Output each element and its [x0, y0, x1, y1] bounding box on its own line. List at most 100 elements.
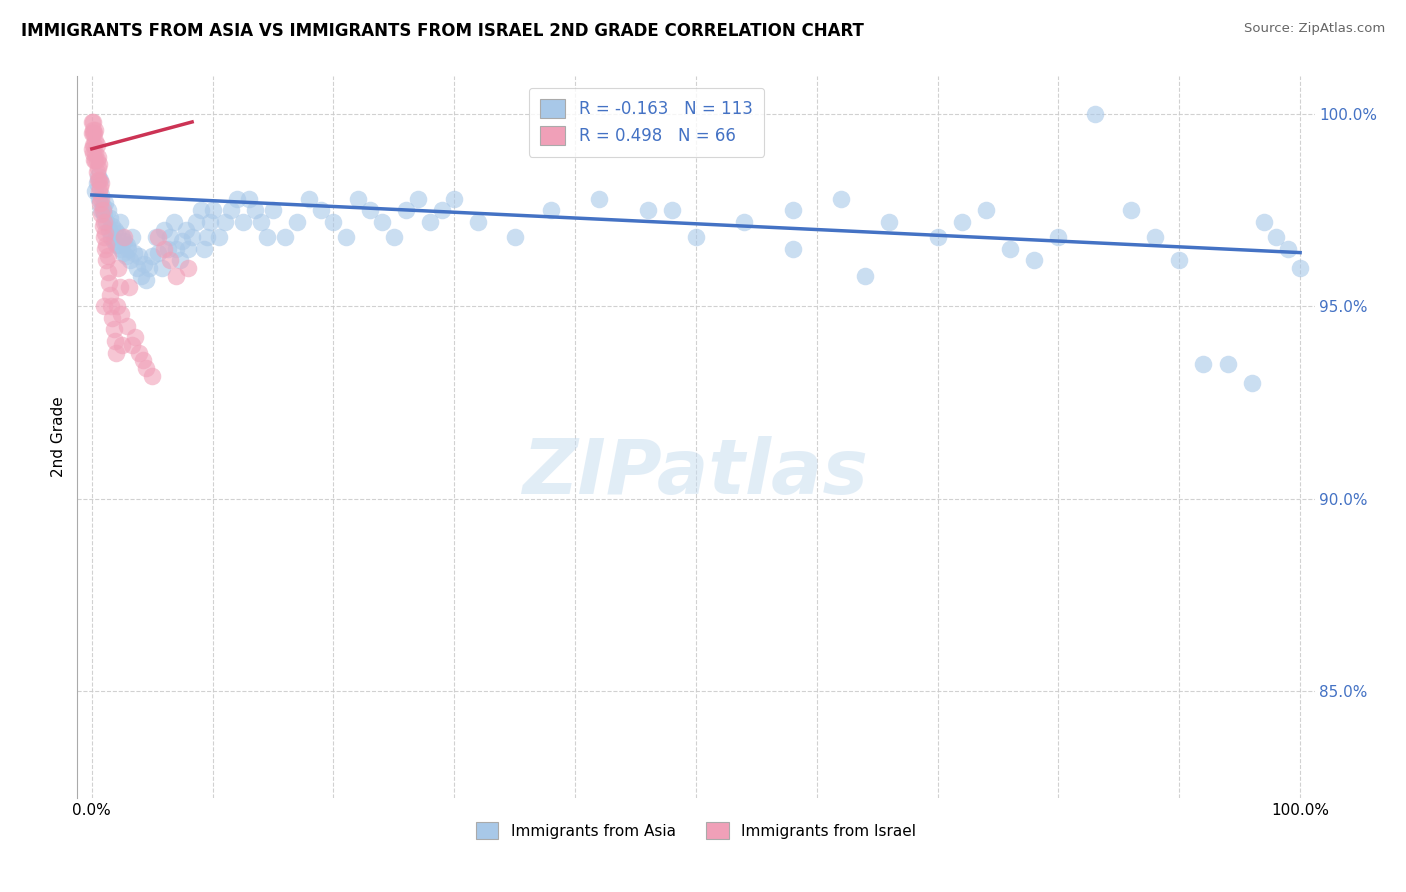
Point — [128, 345, 150, 359]
Point — [125, 260, 148, 275]
Point — [82, 122, 104, 136]
Point — [110, 242, 132, 256]
Point — [1047, 230, 1070, 244]
Point — [117, 242, 139, 256]
Point — [243, 203, 266, 218]
Point — [87, 149, 110, 163]
Point — [1084, 107, 1107, 121]
Point — [131, 268, 153, 283]
Point — [87, 172, 110, 186]
Point — [1216, 357, 1239, 371]
Point — [93, 300, 115, 314]
Point — [1265, 230, 1288, 244]
Point — [90, 188, 112, 202]
Point — [132, 257, 155, 271]
Point — [298, 192, 321, 206]
Point — [86, 165, 108, 179]
Point — [156, 242, 179, 256]
Point — [98, 288, 121, 302]
Point — [165, 242, 187, 256]
Point — [94, 227, 117, 241]
Point — [135, 272, 157, 286]
Point — [90, 207, 112, 221]
Legend: Immigrants from Asia, Immigrants from Israel: Immigrants from Asia, Immigrants from Is… — [470, 816, 922, 845]
Point — [148, 230, 170, 244]
Point — [84, 184, 107, 198]
Point — [90, 192, 112, 206]
Point — [150, 260, 173, 275]
Point — [181, 230, 204, 244]
Y-axis label: 2nd Grade: 2nd Grade — [51, 397, 66, 477]
Point — [159, 253, 181, 268]
Point — [998, 242, 1021, 256]
Point — [114, 250, 136, 264]
Point — [108, 215, 131, 229]
Point — [131, 353, 153, 368]
Point — [359, 203, 381, 218]
Point — [82, 115, 104, 129]
Point — [87, 184, 110, 198]
Point — [104, 222, 127, 236]
Point — [82, 145, 104, 160]
Point — [111, 338, 134, 352]
Point — [782, 203, 804, 218]
Point — [1289, 260, 1312, 275]
Text: IMMIGRANTS FROM ASIA VS IMMIGRANTS FROM ISRAEL 2ND GRADE CORRELATION CHART: IMMIGRANTS FROM ASIA VS IMMIGRANTS FROM … — [21, 22, 863, 40]
Point — [90, 203, 112, 218]
Point — [503, 230, 526, 244]
Point — [98, 211, 121, 225]
Point — [83, 153, 105, 168]
Point — [950, 215, 973, 229]
Point — [110, 307, 132, 321]
Point — [82, 138, 104, 153]
Point — [153, 242, 176, 256]
Point — [190, 203, 212, 218]
Point — [177, 242, 200, 256]
Point — [90, 177, 112, 191]
Point — [1253, 215, 1275, 229]
Point — [285, 215, 308, 229]
Point — [219, 203, 242, 218]
Point — [782, 242, 804, 256]
Point — [1119, 203, 1142, 218]
Point — [93, 230, 115, 244]
Point — [238, 192, 260, 206]
Point — [382, 230, 405, 244]
Point — [371, 215, 394, 229]
Point — [84, 134, 107, 148]
Point — [86, 177, 108, 191]
Point — [96, 203, 118, 218]
Point — [96, 250, 118, 264]
Point — [1240, 376, 1263, 391]
Point — [96, 265, 118, 279]
Point — [128, 250, 150, 264]
Point — [262, 203, 284, 218]
Point — [96, 238, 118, 252]
Point — [588, 192, 610, 206]
Point — [97, 222, 120, 236]
Point — [86, 138, 108, 153]
Point — [91, 199, 114, 213]
Point — [96, 215, 118, 229]
Point — [83, 127, 105, 141]
Point — [467, 215, 489, 229]
Point — [80, 115, 103, 129]
Point — [97, 277, 120, 291]
Point — [346, 192, 368, 206]
Point — [406, 192, 429, 206]
Point — [89, 172, 111, 186]
Point — [395, 203, 418, 218]
Point — [172, 234, 194, 248]
Point — [104, 334, 127, 348]
Point — [91, 203, 114, 218]
Point — [84, 122, 107, 136]
Point — [184, 215, 207, 229]
Point — [311, 203, 333, 218]
Point — [148, 245, 170, 260]
Point — [927, 230, 949, 244]
Point — [82, 127, 104, 141]
Point — [121, 338, 143, 352]
Point — [111, 230, 134, 244]
Point — [661, 203, 683, 218]
Point — [141, 250, 163, 264]
